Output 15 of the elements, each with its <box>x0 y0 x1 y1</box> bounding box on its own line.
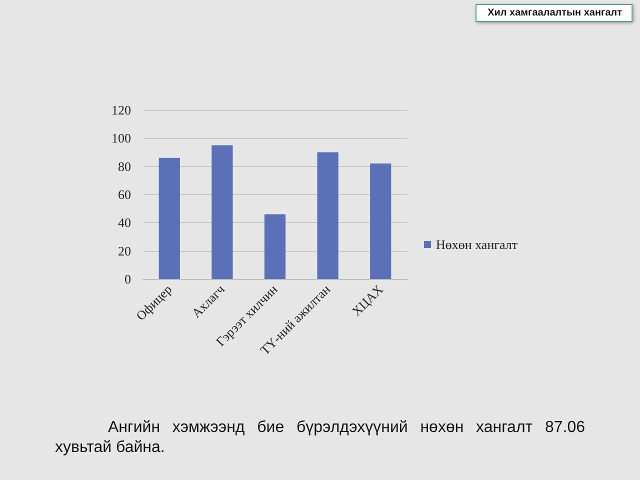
y-tick-label: 80 <box>118 158 131 174</box>
y-tick-label: 40 <box>118 215 131 230</box>
y-tick-label: 120 <box>112 102 131 118</box>
y-tick-label: 0 <box>124 272 131 286</box>
y-tick-label: 60 <box>118 187 131 202</box>
legend-label: Нөхөн хангалт <box>436 237 518 252</box>
bar <box>317 152 338 279</box>
y-tick-label: 20 <box>118 243 131 258</box>
y-tick-label: 100 <box>112 130 131 146</box>
text: Хил хамгаалалтын хангалт <box>488 8 622 18</box>
text: Ангийн хэмжээнд бие бүрэлдэхүүний нөхөн хангалт 87.06 хувьтай байна. <box>55 418 585 458</box>
bar <box>264 214 286 279</box>
bar <box>158 158 180 279</box>
bar <box>370 164 392 279</box>
bar <box>212 145 233 279</box>
